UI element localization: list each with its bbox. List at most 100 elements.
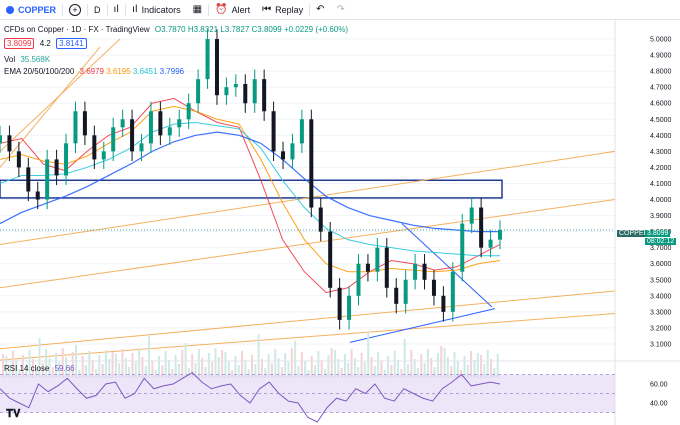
volume-bar — [207, 353, 210, 378]
volume-bar — [403, 339, 406, 378]
toolbar-divider — [309, 3, 311, 16]
candle-body — [281, 151, 286, 160]
candle-body — [73, 111, 78, 144]
volume-bar — [340, 368, 343, 378]
compare-button[interactable]: + — [63, 0, 87, 19]
volume-bar — [31, 359, 34, 378]
volume-bar — [337, 359, 340, 378]
copper-logo-icon — [6, 5, 14, 14]
undo-button[interactable]: ↶ — [310, 0, 330, 19]
volume-bar — [443, 348, 446, 378]
volume-bar — [496, 354, 499, 378]
volume-bar — [71, 352, 74, 378]
volume-bar — [287, 362, 290, 378]
volume-bar — [410, 350, 413, 378]
candle-body — [64, 143, 69, 176]
alarm-clock-icon: ⏰ — [215, 4, 228, 15]
volume-bar — [433, 367, 436, 378]
volume-bar — [460, 370, 463, 378]
y-tick-label: 3.6000 — [650, 261, 672, 268]
candle-body — [309, 119, 314, 208]
y-tick-label: 3.5000 — [650, 277, 672, 284]
candle-body — [375, 247, 380, 272]
undo-icon: ↶ — [316, 4, 325, 15]
volume-label: Vol — [4, 55, 16, 64]
falling-trendline — [401, 223, 493, 308]
volume-bar — [483, 364, 486, 378]
volume-bar — [270, 363, 273, 378]
rising-trendline — [349, 308, 496, 343]
replay-button[interactable]: ⏮ Replay — [256, 0, 309, 19]
layouts-button[interactable]: ▦ — [187, 0, 208, 19]
buy-price-button[interactable]: 3.8141 — [56, 38, 87, 49]
volume-bar — [400, 369, 403, 378]
redo-button[interactable]: ↷ — [331, 0, 351, 19]
volume-bar — [138, 348, 141, 378]
volume-bar — [21, 355, 24, 378]
bar-countdown: 08:02:12 — [645, 238, 677, 245]
volume-bar — [280, 367, 283, 378]
volume-bar — [440, 346, 443, 378]
volume-bar — [5, 356, 8, 378]
indicators-button[interactable]: ıl Indicators — [126, 0, 187, 19]
volume-bar — [101, 364, 104, 378]
chart-type-button[interactable]: ıl — [108, 0, 126, 19]
y-tick-label: 4.9000 — [650, 53, 672, 60]
y-tick-label: 3.3000 — [650, 309, 672, 316]
y-tick-label: 4.3000 — [650, 149, 672, 156]
volume-bar — [370, 357, 373, 378]
sell-price-button[interactable]: 3.8099 — [4, 38, 35, 49]
ema-line — [0, 131, 500, 233]
candle-body — [460, 223, 465, 272]
candle-body — [347, 295, 352, 320]
volume-bar — [197, 349, 200, 378]
ema-label: EMA 20/50/100/200 — [4, 67, 75, 76]
volume-bar — [426, 349, 429, 378]
price-chart[interactable]: 5.0000 4.9000 4.8000 4.7000 4.6000 4.5000 4.40… — [0, 20, 680, 425]
candle-body — [130, 119, 135, 152]
volume-bar — [343, 354, 346, 378]
volume-bar — [151, 361, 154, 378]
volume-bar — [423, 363, 426, 378]
volume-bar — [334, 350, 336, 378]
symbol-search[interactable]: COPPER — [0, 0, 62, 19]
price-tag-value: 3.8099 — [647, 230, 669, 237]
candle-body — [224, 87, 229, 96]
volume-bar — [470, 351, 473, 378]
candle-body — [101, 151, 106, 160]
volume-bar — [78, 370, 81, 378]
candle-body — [498, 230, 502, 240]
price-tag-symbol: COPPER — [619, 230, 649, 237]
candle-body — [233, 83, 238, 88]
legend-rsi: RSI 14 close 59.66 — [4, 364, 75, 373]
trendline — [0, 46, 101, 168]
volume-bar — [290, 348, 293, 378]
volume-bar — [480, 355, 483, 378]
candle-body — [177, 119, 182, 128]
alert-button[interactable]: ⏰ Alert — [209, 0, 256, 19]
toolbar-divider — [125, 3, 127, 16]
trendline — [0, 312, 616, 361]
candle-body — [214, 39, 219, 96]
candle-body — [384, 247, 389, 288]
volume-bar — [231, 370, 234, 378]
volume-bar — [68, 366, 71, 378]
volume-bar — [446, 357, 449, 378]
chart-title: CFDs on Copper · 1D · FX · TradingView — [4, 25, 150, 34]
volume-bar — [317, 351, 320, 378]
candle-body — [262, 79, 267, 112]
volume-bar — [94, 369, 97, 378]
tradingview-logo[interactable]: 𝐓𝐕 — [6, 407, 21, 420]
ema200-value: 3.7996 — [159, 67, 185, 76]
y-tick-label: 4.2000 — [650, 165, 672, 172]
interval-button[interactable]: D — [88, 0, 107, 19]
candle-body — [82, 111, 87, 136]
volume-bar — [387, 356, 390, 378]
candle-body — [139, 143, 144, 152]
y-tick-label: 4.7000 — [650, 85, 672, 92]
volume-bar — [148, 336, 151, 378]
volume-bar — [134, 362, 137, 378]
volume-bar — [476, 353, 479, 378]
top-toolbar: COPPER + D ıl ıl Indicators ▦ ⏰ Alert ⏮ … — [0, 0, 680, 20]
ohlc-high: H3.8321 — [187, 25, 219, 34]
